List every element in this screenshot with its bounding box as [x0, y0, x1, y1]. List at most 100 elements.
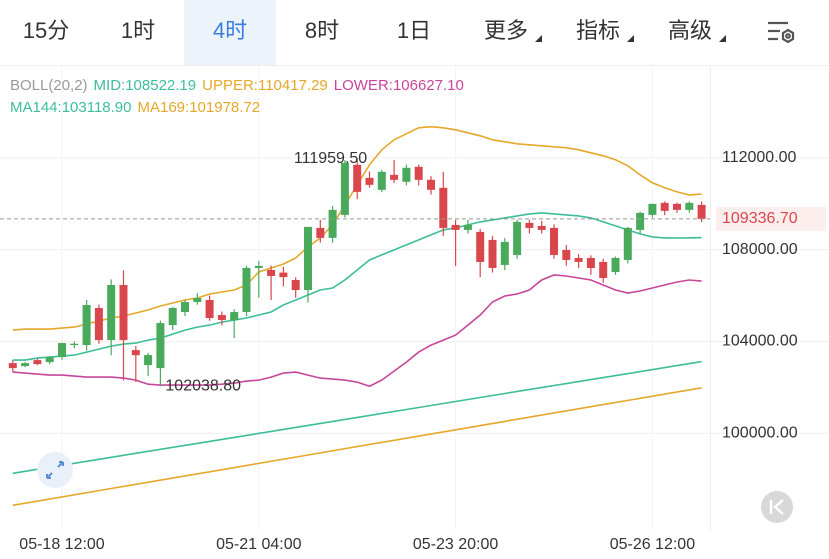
candle-body [574, 257, 583, 262]
menu-arrow [719, 35, 726, 42]
tab-label: 1日 [396, 18, 432, 43]
y-tick-label: 112000.00 [722, 149, 797, 166]
candle-body [144, 355, 153, 366]
max-label: 111959.50 [294, 150, 367, 167]
tab-label: 8时 [304, 18, 340, 43]
tab[interactable]: 1时 [92, 0, 184, 65]
candle-body [599, 261, 608, 278]
candle-body [623, 227, 632, 260]
candle-body [377, 171, 386, 190]
indicator-line [12, 387, 702, 507]
candle-body [365, 177, 374, 185]
candle-body [525, 222, 534, 228]
candle-body [562, 249, 571, 260]
y-tick-label: 108000.00 [722, 241, 798, 258]
legend-entry: BOLL(20,2) [10, 77, 88, 94]
last-price-label: 109336.70 [722, 210, 798, 227]
candle-body [70, 343, 79, 346]
candle-body [550, 227, 558, 255]
indicator-line [12, 360, 702, 475]
candle-body [586, 257, 595, 268]
candle-body [353, 164, 362, 192]
x-tick-label: 05-26 12:00 [610, 536, 696, 553]
y-tick-label: 104000.00 [722, 333, 798, 350]
tab[interactable]: 4时 [184, 0, 276, 65]
candle-body [340, 162, 349, 215]
candle-body [267, 269, 276, 276]
candle-body [181, 302, 189, 313]
tab[interactable]: 8时 [276, 0, 368, 65]
indicator-line [12, 274, 702, 388]
candle-body [168, 308, 177, 326]
candle-body [660, 202, 669, 211]
last-price-box [716, 206, 826, 231]
candle-body [673, 203, 681, 210]
min-label: 102038.80 [165, 378, 241, 395]
x-tick-label: 05-21 04:00 [216, 536, 302, 553]
menu-arrow [627, 35, 634, 42]
candle-body [254, 265, 263, 268]
candle-body [193, 298, 202, 303]
settings-icon[interactable] [768, 21, 795, 44]
candle-body [328, 209, 337, 238]
legend-entry: MA144:103118.90 [10, 99, 132, 116]
tab[interactable]: 1日 [368, 0, 460, 65]
legend-row: MA144:103118.90 MA169:101978.72 [10, 99, 260, 116]
candle-body [476, 231, 485, 262]
x-tick-label: 05-23 20:00 [413, 536, 499, 553]
candle-body [205, 300, 214, 319]
candle-body [82, 305, 91, 346]
tab-label: 高级 [667, 18, 712, 43]
candle-body [131, 350, 140, 356]
candle-body [463, 224, 472, 230]
timeframe-tabs: 15分 1时 4时 8时 1日 更多 指标 高级 [0, 0, 829, 65]
candle-body [611, 257, 620, 272]
candle-body [45, 357, 54, 363]
menu-arrow [535, 35, 542, 42]
candle-body [414, 166, 423, 180]
candle-body [648, 203, 657, 215]
tab[interactable]: 15分 [0, 0, 92, 65]
candle-body [513, 221, 522, 255]
candle-body [697, 204, 706, 219]
candle-body [94, 308, 103, 341]
candle-body [119, 284, 128, 341]
legend-entry: UPPER:110417.29 [202, 77, 328, 94]
candle-body [242, 267, 251, 313]
tab-label: 1时 [120, 18, 156, 43]
candle-body [500, 241, 509, 265]
legend-entry: MA169:101978.72 [138, 99, 261, 116]
candle-body [291, 279, 300, 290]
candle-body [230, 312, 239, 321]
candle-body [390, 174, 399, 180]
candle-body [58, 343, 66, 358]
candle-body [33, 360, 42, 365]
candle-body [21, 363, 30, 367]
tab[interactable]: 高级 [644, 0, 736, 65]
tab[interactable]: 更多 [460, 0, 552, 65]
tab-label: 指标 [575, 18, 620, 43]
candle-body [488, 239, 497, 268]
candle-body [636, 212, 645, 230]
candle-body [537, 225, 546, 230]
candle-body [427, 179, 435, 190]
candle-body [304, 226, 312, 290]
reset-button[interactable] [761, 491, 793, 523]
indicator-line [12, 212, 702, 361]
candle-body [316, 227, 325, 238]
legend-entry: LOWER:106627.10 [334, 77, 464, 94]
legend-entry: MID:108522.19 [94, 77, 197, 94]
candle-body [107, 284, 116, 341]
candle-body [8, 363, 17, 369]
tab-label: 15分 [22, 18, 70, 43]
tab-label: 更多 [483, 18, 528, 43]
candle-body [156, 323, 165, 369]
candle-body [217, 315, 226, 321]
x-tick-label: 05-18 12:00 [19, 536, 105, 553]
tab[interactable]: 指标 [552, 0, 644, 65]
tab-label: 4时 [212, 18, 248, 43]
expand-button[interactable] [37, 452, 73, 488]
candle-body [451, 224, 460, 230]
